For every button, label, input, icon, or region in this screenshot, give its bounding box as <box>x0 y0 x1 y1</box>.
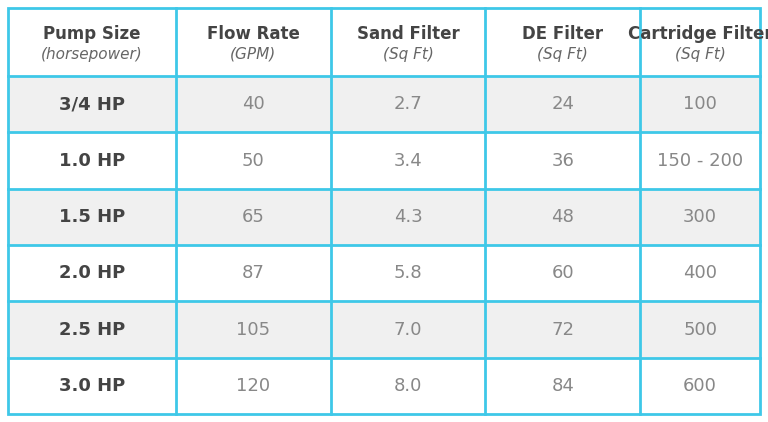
Bar <box>8 301 760 358</box>
Text: 105: 105 <box>236 320 270 338</box>
Text: 87: 87 <box>242 264 265 282</box>
Text: 500: 500 <box>683 320 717 338</box>
Bar <box>8 189 760 245</box>
Text: 84: 84 <box>551 377 574 395</box>
Text: 60: 60 <box>551 264 574 282</box>
Text: 36: 36 <box>551 151 574 170</box>
Text: 8.0: 8.0 <box>394 377 422 395</box>
Text: 65: 65 <box>242 208 265 226</box>
Text: 2.5 HP: 2.5 HP <box>59 320 125 338</box>
Text: 50: 50 <box>242 151 264 170</box>
Text: 300: 300 <box>683 208 717 226</box>
Text: 5.8: 5.8 <box>394 264 422 282</box>
Text: (GPM): (GPM) <box>230 46 276 62</box>
Text: 4.3: 4.3 <box>393 208 422 226</box>
Bar <box>8 358 760 414</box>
Text: (Sq Ft): (Sq Ft) <box>538 46 588 62</box>
Text: (Sq Ft): (Sq Ft) <box>674 46 726 62</box>
Text: 48: 48 <box>551 208 574 226</box>
Text: 40: 40 <box>242 95 264 113</box>
Text: 120: 120 <box>236 377 270 395</box>
Bar <box>8 8 760 76</box>
Text: 24: 24 <box>551 95 574 113</box>
Bar <box>8 133 760 189</box>
Text: 7.0: 7.0 <box>394 320 422 338</box>
Text: 600: 600 <box>684 377 717 395</box>
Text: DE Filter: DE Filter <box>522 25 604 43</box>
Text: 2.0 HP: 2.0 HP <box>59 264 125 282</box>
Text: 3/4 HP: 3/4 HP <box>59 95 125 113</box>
Text: Flow Rate: Flow Rate <box>207 25 300 43</box>
Text: 72: 72 <box>551 320 574 338</box>
Text: (Sq Ft): (Sq Ft) <box>382 46 433 62</box>
Text: 100: 100 <box>684 95 717 113</box>
Text: Pump Size: Pump Size <box>43 25 141 43</box>
Text: 3.4: 3.4 <box>393 151 422 170</box>
Text: 400: 400 <box>683 264 717 282</box>
Text: 3.0 HP: 3.0 HP <box>59 377 125 395</box>
Bar <box>8 245 760 301</box>
Text: 1.5 HP: 1.5 HP <box>59 208 125 226</box>
Text: 2.7: 2.7 <box>393 95 422 113</box>
Text: 150 - 200: 150 - 200 <box>657 151 743 170</box>
Text: 1.0 HP: 1.0 HP <box>59 151 125 170</box>
Bar <box>8 76 760 133</box>
Text: (horsepower): (horsepower) <box>41 46 143 62</box>
Text: Sand Filter: Sand Filter <box>356 25 459 43</box>
Text: Cartridge Filter: Cartridge Filter <box>627 25 768 43</box>
